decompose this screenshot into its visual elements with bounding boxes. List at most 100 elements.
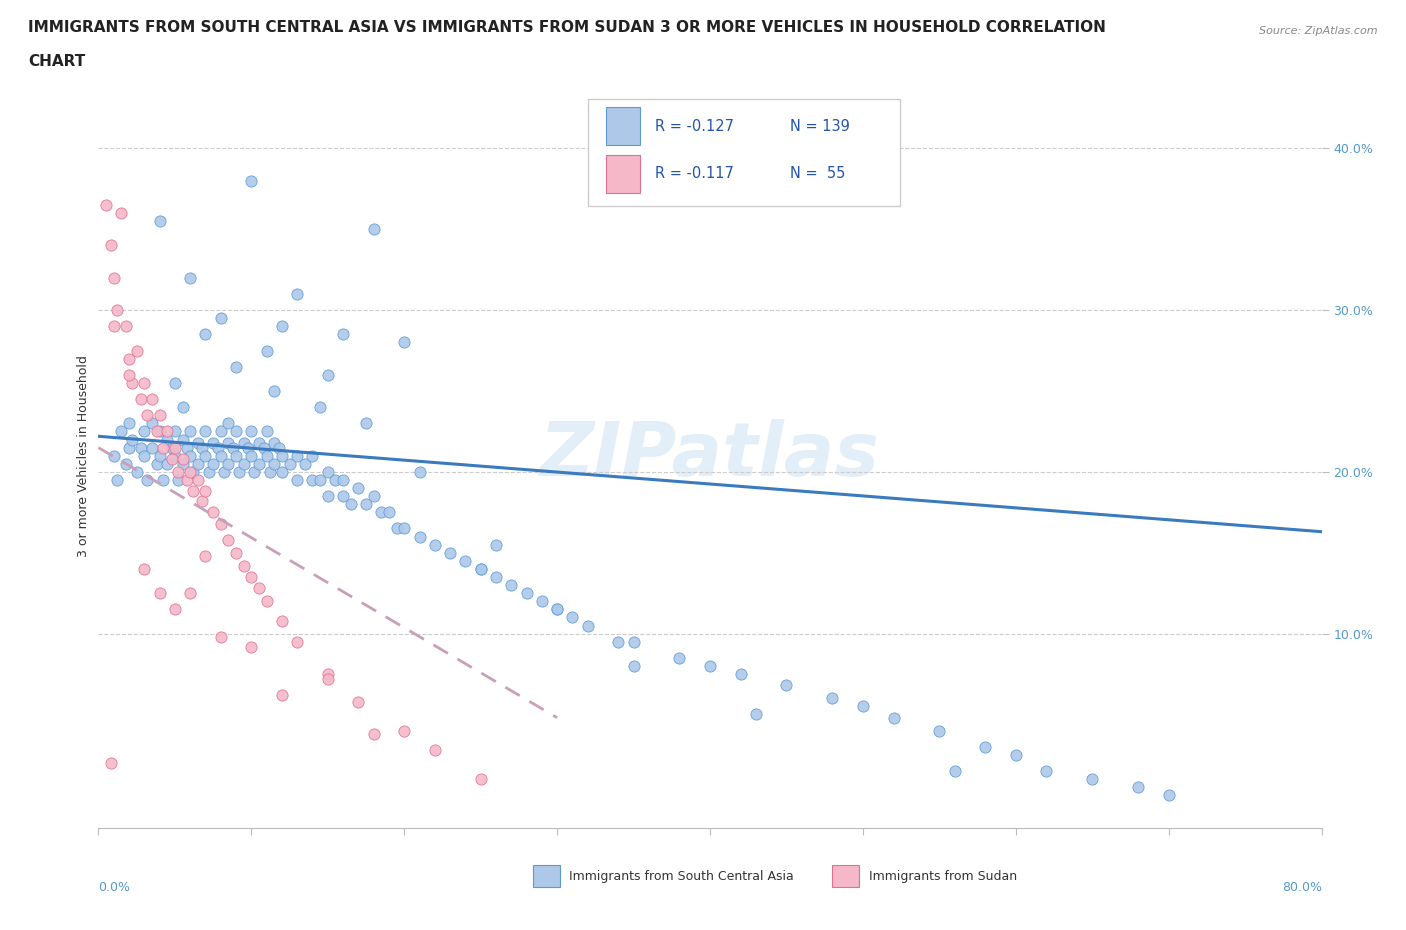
Bar (533, 865, 560, 887)
Point (454, 553, 477, 568)
Point (149, 214, 172, 229)
Point (145, 424, 167, 439)
Point (225, 424, 247, 439)
Point (187, 457, 209, 472)
Point (194, 484, 217, 498)
Point (145, 457, 167, 472)
Point (187, 472, 209, 487)
Text: N = 139: N = 139 (790, 119, 849, 134)
Point (247, 435, 270, 450)
FancyBboxPatch shape (588, 99, 900, 206)
Point (232, 457, 254, 472)
Text: Source: ZipAtlas.com: Source: ZipAtlas.com (1260, 26, 1378, 36)
Point (149, 448, 172, 463)
Point (775, 678, 797, 693)
Point (105, 302, 128, 317)
Point (160, 451, 183, 466)
Point (392, 724, 416, 738)
Point (163, 602, 186, 617)
Text: N =  55: N = 55 (790, 166, 845, 181)
Point (285, 634, 308, 649)
Point (928, 724, 950, 738)
Point (222, 440, 245, 455)
Point (301, 448, 323, 463)
Point (278, 457, 301, 472)
Point (243, 464, 266, 479)
Point (267, 440, 290, 455)
Point (270, 448, 292, 463)
Point (134, 376, 156, 391)
Point (285, 472, 308, 487)
Point (607, 634, 630, 649)
Point (408, 464, 430, 479)
Point (217, 416, 239, 431)
Point (1081, 772, 1104, 787)
Point (172, 457, 194, 472)
Point (191, 440, 214, 455)
Point (1157, 788, 1180, 803)
Point (212, 464, 235, 479)
Point (149, 408, 172, 423)
Point (347, 694, 370, 709)
Point (181, 484, 204, 498)
Bar (832, 865, 859, 887)
Point (129, 392, 152, 406)
Point (141, 416, 163, 431)
Text: R = -0.117: R = -0.117 (655, 166, 734, 181)
Point (256, 594, 278, 609)
Point (378, 505, 401, 520)
Point (316, 667, 339, 682)
Point (332, 472, 354, 487)
Point (207, 440, 229, 455)
Point (118, 440, 141, 455)
Point (105, 472, 128, 487)
Point (149, 586, 172, 601)
Point (546, 602, 568, 617)
Point (240, 639, 263, 654)
Point (354, 497, 377, 512)
Point (217, 532, 239, 547)
Point (118, 352, 141, 366)
Point (163, 424, 186, 439)
Point (240, 173, 263, 188)
Point (270, 319, 292, 334)
Point (263, 383, 285, 398)
Point (408, 529, 430, 544)
Point (974, 739, 997, 754)
Point (821, 691, 844, 706)
Point (225, 359, 247, 374)
Point (179, 464, 201, 479)
Point (309, 472, 332, 487)
Point (309, 400, 332, 415)
Point (256, 424, 278, 439)
Point (160, 440, 183, 455)
Point (194, 549, 217, 564)
Text: Immigrants from South Central Asia: Immigrants from South Central Asia (569, 870, 794, 883)
Text: R = -0.127: R = -0.127 (655, 119, 734, 134)
Point (423, 743, 446, 758)
Point (209, 424, 232, 439)
Point (129, 440, 152, 455)
Point (730, 667, 752, 682)
Point (225, 545, 247, 560)
Point (1035, 764, 1057, 778)
Point (516, 586, 538, 601)
Point (134, 448, 156, 463)
Point (103, 448, 125, 463)
Point (176, 440, 198, 455)
Point (325, 472, 347, 487)
Point (179, 271, 201, 286)
Point (623, 658, 645, 673)
Point (561, 610, 583, 625)
Point (668, 650, 690, 665)
Point (259, 464, 281, 479)
Bar (606, 107, 640, 145)
Point (1128, 780, 1150, 795)
Point (285, 448, 308, 463)
Point (191, 494, 214, 509)
Point (100, 238, 122, 253)
Point (332, 327, 354, 342)
Point (240, 569, 263, 584)
Point (156, 457, 179, 472)
Point (370, 505, 392, 520)
